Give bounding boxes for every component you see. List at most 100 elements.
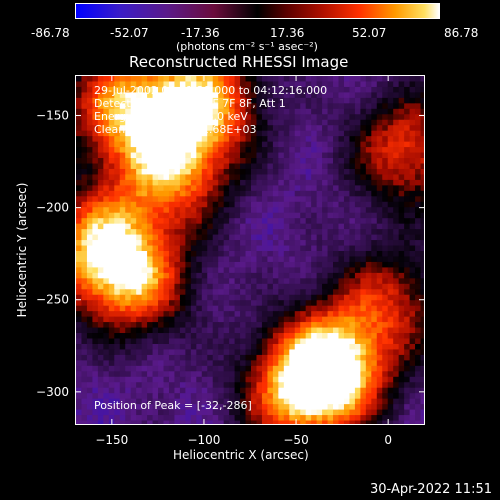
heatmap-cell — [300, 218, 307, 225]
heatmap-cell — [147, 245, 154, 252]
heatmap-cell — [190, 393, 197, 400]
heatmap-cell — [76, 415, 83, 422]
heatmap-cell — [168, 398, 176, 405]
heatmap-cell — [163, 261, 170, 269]
heatmap-cell — [300, 349, 307, 356]
heatmap-cell — [338, 360, 345, 367]
heatmap-cell — [223, 409, 230, 416]
heatmap-cell — [179, 354, 186, 361]
heatmap-cell — [251, 179, 258, 186]
heatmap-cell — [147, 409, 154, 416]
heatmap-cell — [420, 179, 424, 186]
heatmap-cell — [136, 409, 143, 416]
heatmap-cell — [338, 409, 345, 416]
heatmap-cell — [245, 152, 252, 159]
heatmap-cell — [234, 365, 241, 372]
heatmap-cell — [294, 212, 301, 219]
heatmap-cell — [376, 382, 383, 389]
heatmap-cell — [283, 272, 290, 279]
heatmap-cell — [86, 245, 94, 252]
heatmap-cell — [349, 212, 356, 219]
heatmap-cell — [136, 327, 143, 334]
heatmap-cell — [240, 179, 247, 186]
heatmap-cell — [398, 311, 405, 318]
heatmap-cell — [327, 130, 334, 137]
heatmap-cell — [163, 86, 170, 94]
heatmap-cell — [245, 272, 252, 279]
heatmap-cell — [152, 316, 159, 323]
heatmap-cell — [371, 415, 378, 422]
heatmap-cell — [382, 354, 389, 361]
heatmap-cell — [354, 152, 361, 159]
heatmap-cell — [179, 114, 186, 121]
chart-title: Reconstructed RHESSI Image — [129, 53, 349, 71]
heatmap-cell — [163, 240, 170, 247]
heatmap-cell — [300, 261, 307, 269]
heatmap-cell — [349, 152, 356, 159]
heatmap-cell — [190, 125, 197, 132]
heatmap-cell — [114, 300, 121, 307]
heatmap-cell — [415, 168, 422, 176]
heatmap-cell — [185, 415, 192, 422]
heatmap-cell — [294, 218, 301, 225]
heatmap-cell — [382, 294, 389, 301]
heatmap-cell — [147, 267, 154, 274]
heatmap-cell — [261, 174, 269, 181]
heatmap-cell — [207, 382, 214, 389]
heatmap-cell — [371, 393, 378, 400]
heatmap-cell — [333, 371, 340, 378]
heatmap-cell — [108, 130, 115, 137]
heatmap-cell — [404, 338, 411, 345]
heatmap-cell — [223, 371, 230, 378]
heatmap-cell — [251, 185, 258, 192]
heatmap-cell — [365, 240, 372, 247]
heatmap-cell — [343, 272, 351, 279]
heatmap-cell — [234, 114, 241, 121]
heatmap-cell — [398, 240, 405, 247]
heatmap-cell — [333, 108, 340, 115]
heatmap-cell — [409, 158, 416, 165]
heatmap-cell — [338, 130, 345, 137]
heatmap-cell — [174, 103, 181, 110]
heatmap-cell — [415, 300, 422, 307]
heatmap-cell — [327, 338, 334, 345]
heatmap-cell — [141, 190, 148, 197]
heatmap-cell — [311, 267, 318, 274]
heatmap-cell — [354, 130, 361, 137]
heatmap-cell — [223, 212, 230, 219]
heatmap-cell — [92, 393, 99, 400]
heatmap-cell — [114, 141, 121, 148]
heatmap-cell — [327, 420, 334, 424]
heatmap-cell — [218, 387, 225, 394]
heatmap-cell — [409, 409, 416, 416]
heatmap-cell — [147, 333, 154, 340]
heatmap-cell — [420, 185, 424, 192]
heatmap-cell — [81, 201, 88, 208]
heatmap-cell — [333, 130, 340, 137]
heatmap-cell — [245, 201, 252, 208]
heatmap-cell — [234, 251, 241, 258]
heatmap-cell — [92, 229, 99, 236]
heatmap-cell — [76, 349, 83, 356]
heatmap-cell — [393, 163, 400, 170]
heatmap-cell — [86, 130, 94, 137]
heatmap-cell — [393, 365, 400, 372]
heatmap-cell — [147, 278, 154, 285]
heatmap-cell — [114, 234, 121, 241]
heatmap-cell — [108, 108, 115, 115]
heatmap-cell — [272, 125, 279, 132]
heatmap-cell — [168, 261, 176, 269]
heatmap-cell — [387, 218, 394, 225]
heatmap-cell — [141, 338, 148, 345]
heatmap-cell — [261, 152, 269, 159]
heatmap-cell — [152, 360, 159, 367]
heatmap-cell — [229, 212, 236, 219]
heatmap-cell — [190, 245, 197, 252]
heatmap-cell — [207, 360, 214, 367]
heatmap-cell — [398, 272, 405, 279]
heatmap-cell — [420, 125, 424, 132]
heatmap-cell — [130, 376, 137, 383]
heatmap-cell — [338, 349, 345, 356]
heatmap-cell — [300, 409, 307, 416]
heatmap-cell — [114, 283, 121, 290]
